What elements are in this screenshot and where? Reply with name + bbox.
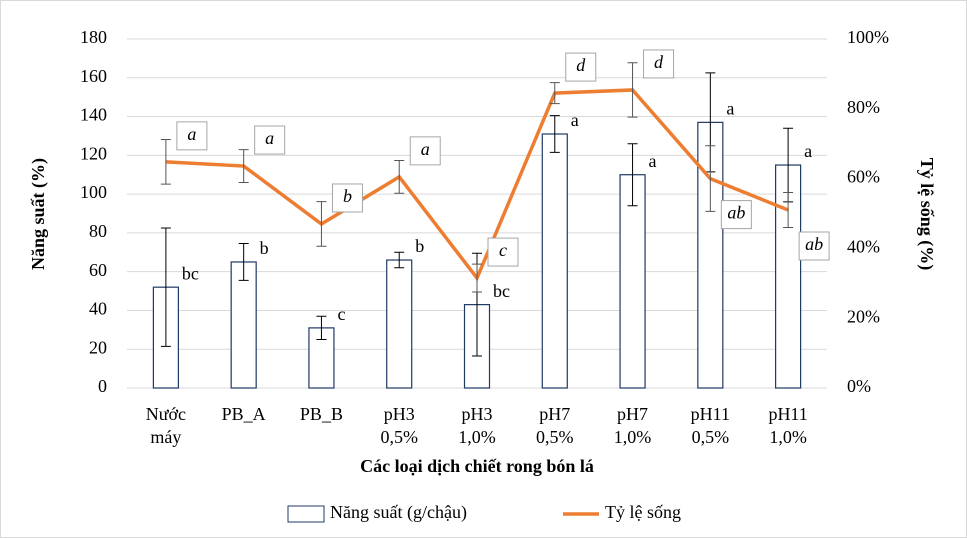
y-tick-label: 40 — [89, 299, 107, 319]
x-tick-label: pH3 — [384, 404, 415, 424]
error-bar — [316, 315, 327, 341]
x-tick-label: Nước — [146, 404, 186, 424]
bar-annotation: b — [415, 236, 424, 256]
y2-tick-label: 40% — [847, 237, 880, 257]
bar-annotation: a — [804, 141, 812, 161]
bar — [230, 261, 257, 389]
legend-label: Năng suất (g/chậu) — [330, 502, 467, 523]
line-annotation: ab — [805, 234, 823, 254]
x-tick-label: máy — [150, 427, 181, 447]
error-bar — [705, 145, 716, 212]
error-bar — [549, 82, 560, 105]
y2-tick-label: 0% — [847, 376, 871, 396]
y-tick-label: 0 — [98, 376, 107, 396]
error-bar — [238, 243, 249, 281]
bar-annotation: a — [726, 98, 734, 118]
x-tick-label: 0,5% — [692, 427, 730, 447]
legend-swatch — [287, 505, 325, 523]
x-tick-label: 1,0% — [769, 427, 807, 447]
line-annotation: a — [187, 124, 196, 144]
annotation-box — [176, 121, 208, 151]
x-tick-label: pH7 — [539, 404, 570, 424]
error-bar — [549, 115, 560, 153]
error-bar — [394, 251, 405, 269]
x-tick-label: PB_A — [222, 404, 266, 424]
y-axis-label: Năng suất (%) — [28, 158, 49, 270]
line-annotation: d — [576, 55, 586, 75]
y2-tick-label: 20% — [847, 306, 880, 326]
annotation-box — [409, 136, 441, 166]
y-tick-label: 80 — [89, 221, 107, 241]
bar-annotation: a — [649, 151, 657, 171]
line-annotation: a — [421, 139, 430, 159]
y-tick-label: 180 — [80, 27, 107, 47]
error-bar — [472, 263, 482, 293]
line-annotation: d — [654, 52, 664, 72]
y2-tick-label: 80% — [847, 97, 880, 117]
line-annotation: c — [499, 240, 507, 260]
x-tick-label: pH11 — [768, 404, 807, 424]
error-bar — [238, 149, 249, 183]
x-tick-label: pH11 — [691, 404, 730, 424]
line-annotation: ab — [727, 203, 745, 223]
x-tick-label: 1,0% — [458, 427, 496, 447]
bar-annotation: bc — [182, 263, 199, 283]
y-tick-label: 120 — [80, 143, 107, 163]
error-bar — [627, 62, 638, 118]
x-tick-label: pH7 — [617, 404, 648, 424]
bar-annotation: a — [571, 110, 579, 130]
annotation-box — [487, 237, 519, 267]
y-tick-label: 140 — [80, 105, 107, 125]
error-bar — [627, 143, 638, 207]
bar-annotation: bc — [493, 281, 510, 301]
error-bar — [160, 139, 171, 185]
bar — [541, 133, 568, 389]
legend-label: Tỷ lệ sống — [605, 502, 681, 522]
annotation-box — [798, 231, 830, 261]
y2-tick-label: 100% — [847, 27, 889, 47]
bar — [619, 174, 646, 389]
x-tick-label: 0,5% — [380, 427, 418, 447]
line-annotation: b — [343, 186, 352, 206]
x-tick-label: 1,0% — [614, 427, 652, 447]
x-tick-label: 0,5% — [536, 427, 574, 447]
annotation-box — [254, 125, 286, 155]
x-axis-label: Các loại dịch chiết rong bón lá — [360, 456, 594, 476]
annotation-box — [331, 183, 363, 213]
error-bar — [316, 201, 327, 247]
annotation-box — [565, 52, 597, 82]
annotation-box — [720, 200, 752, 230]
x-tick-label: pH3 — [462, 404, 493, 424]
error-bar — [160, 227, 171, 347]
y-tick-label: 100 — [80, 182, 107, 202]
bar — [386, 259, 413, 389]
y-tick-label: 160 — [80, 66, 107, 86]
x-tick-label: PB_B — [300, 404, 343, 424]
error-bar — [783, 192, 794, 228]
error-bar — [394, 159, 405, 194]
line-annotation: a — [265, 128, 274, 148]
bar-annotation: b — [260, 238, 269, 258]
annotation-box — [643, 49, 675, 79]
y2-tick-label: 60% — [847, 167, 880, 187]
y-tick-label: 20 — [89, 337, 107, 357]
y-tick-label: 60 — [89, 260, 107, 280]
bar-annotation: c — [337, 304, 345, 324]
y2-axis-label: Tỷ lệ sống (%) — [916, 158, 937, 271]
